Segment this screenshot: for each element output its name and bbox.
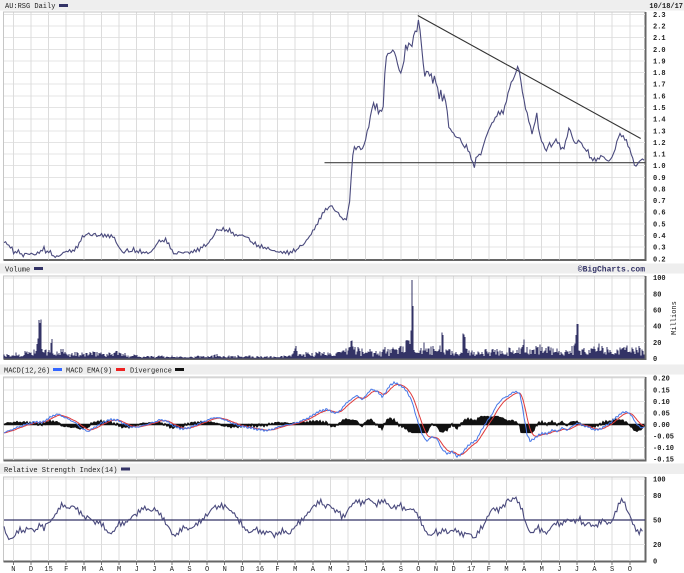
svg-text:J: J [363, 566, 367, 573]
svg-text:M: M [328, 566, 332, 573]
svg-text:J: J [575, 566, 579, 573]
svg-text:AU:RSG Daily: AU:RSG Daily [5, 3, 55, 11]
svg-text:0.9: 0.9 [653, 175, 666, 183]
svg-text:1.1: 1.1 [653, 152, 666, 160]
svg-text:0: 0 [653, 356, 657, 364]
svg-text:A: A [522, 566, 527, 573]
svg-text:D: D [240, 566, 244, 573]
svg-text:F: F [487, 566, 491, 573]
svg-text:100: 100 [653, 275, 666, 283]
svg-text:M: M [540, 566, 544, 573]
svg-text:O: O [416, 566, 420, 573]
svg-text:1.7: 1.7 [653, 82, 666, 90]
svg-text:2.2: 2.2 [653, 24, 666, 32]
svg-text:17: 17 [467, 566, 475, 573]
svg-text:-0.10: -0.10 [653, 445, 674, 453]
svg-text:©BigCharts.com: ©BigCharts.com [578, 266, 645, 275]
svg-text:1.9: 1.9 [653, 58, 666, 66]
svg-text:100: 100 [653, 477, 666, 485]
svg-text:50: 50 [653, 518, 661, 526]
svg-text:1.2: 1.2 [653, 140, 666, 148]
svg-text:Millions: Millions [671, 301, 679, 335]
svg-text:A: A [592, 566, 597, 573]
svg-text:N: N [223, 566, 227, 573]
svg-text:1.4: 1.4 [653, 117, 666, 125]
svg-text:1.3: 1.3 [653, 128, 666, 136]
svg-text:D: D [29, 566, 33, 573]
svg-text:1.0: 1.0 [653, 163, 666, 171]
svg-text:F: F [64, 566, 68, 573]
svg-text:1.5: 1.5 [653, 105, 666, 113]
svg-text:D: D [451, 566, 455, 573]
svg-text:0: 0 [653, 559, 657, 567]
svg-text:O: O [628, 566, 632, 573]
svg-text:10/18/17: 10/18/17 [649, 3, 683, 11]
svg-text:S: S [399, 566, 403, 573]
svg-text:N: N [11, 566, 15, 573]
svg-text:O: O [205, 566, 209, 573]
svg-text:80: 80 [653, 493, 661, 501]
svg-text:20: 20 [653, 542, 661, 550]
svg-text:MACD(12,26): MACD(12,26) [4, 368, 50, 376]
svg-text:1.6: 1.6 [653, 93, 666, 101]
svg-text:15: 15 [44, 566, 52, 573]
svg-text:2.0: 2.0 [653, 47, 666, 55]
svg-text:M: M [82, 566, 86, 573]
svg-text:S: S [610, 566, 614, 573]
svg-text:2.3: 2.3 [653, 12, 666, 20]
svg-text:0.7: 0.7 [653, 198, 666, 206]
svg-text:0.3: 0.3 [653, 245, 666, 253]
svg-text:0.15: 0.15 [653, 387, 670, 395]
svg-text:F: F [275, 566, 279, 573]
svg-text:M: M [293, 566, 297, 573]
svg-text:0.8: 0.8 [653, 187, 666, 195]
svg-text:0.10: 0.10 [653, 399, 670, 407]
svg-text:0.6: 0.6 [653, 210, 666, 218]
svg-text:0.00: 0.00 [653, 422, 670, 430]
svg-text:Relative Strength Index(14): Relative Strength Index(14) [4, 467, 117, 475]
svg-text:0.05: 0.05 [653, 410, 670, 418]
svg-text:1.8: 1.8 [653, 70, 666, 78]
svg-text:16: 16 [256, 566, 264, 573]
svg-text:J: J [152, 566, 156, 573]
svg-text:0.2: 0.2 [653, 256, 666, 264]
svg-text:0.20: 0.20 [653, 376, 670, 384]
svg-text:Divergence: Divergence [130, 368, 172, 376]
svg-text:M: M [117, 566, 121, 573]
svg-text:J: J [135, 566, 139, 573]
svg-text:M: M [504, 566, 508, 573]
svg-text:-0.05: -0.05 [653, 434, 674, 442]
svg-text:MACD EMA(9): MACD EMA(9) [66, 368, 112, 376]
svg-text:40: 40 [653, 324, 661, 332]
svg-text:A: A [381, 566, 386, 573]
svg-text:N: N [434, 566, 438, 573]
svg-text:0.4: 0.4 [653, 233, 666, 241]
svg-text:2.1: 2.1 [653, 35, 666, 43]
svg-text:0.5: 0.5 [653, 221, 666, 229]
svg-text:Volume: Volume [5, 267, 30, 275]
svg-text:A: A [311, 566, 316, 573]
svg-text:J: J [557, 566, 561, 573]
svg-text:20: 20 [653, 340, 661, 348]
svg-text:60: 60 [653, 308, 661, 316]
svg-text:A: A [99, 566, 104, 573]
svg-text:A: A [170, 566, 175, 573]
svg-text:80: 80 [653, 291, 661, 299]
svg-text:S: S [187, 566, 191, 573]
svg-text:-0.15: -0.15 [653, 457, 674, 465]
svg-text:J: J [346, 566, 350, 573]
